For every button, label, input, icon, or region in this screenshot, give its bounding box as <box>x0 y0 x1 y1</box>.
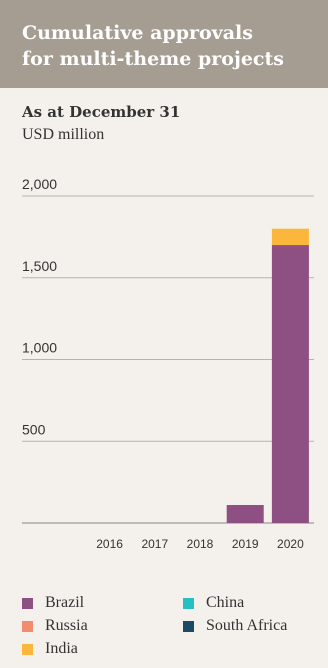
x-tick-label: 2019 <box>232 537 259 551</box>
stacked-bar-chart: 500 1,000 1,500 2,000 2016 2017 2018 2019 2020 <box>0 0 328 580</box>
legend-item-russia: Russia <box>22 617 88 635</box>
legend-label-brazil: Brazil <box>45 594 84 612</box>
x-tick-label: 2016 <box>96 537 123 551</box>
legend-label-south-africa: South Africa <box>206 617 287 635</box>
legend-item-brazil: Brazil <box>22 594 84 612</box>
x-tick-label: 2018 <box>187 537 214 551</box>
legend-label-russia: Russia <box>45 617 88 635</box>
legend-swatch-brazil <box>22 598 33 609</box>
legend-swatch-south-africa <box>183 621 194 632</box>
legend-swatch-russia <box>22 621 33 632</box>
legend-item-south-africa: South Africa <box>183 617 287 635</box>
y-tick-label: 1,000 <box>22 340 57 356</box>
legend-swatch-india <box>22 644 33 655</box>
y-tick-label: 500 <box>22 421 46 437</box>
x-tick-label: 2017 <box>141 537 168 551</box>
bar-2020-india <box>272 229 309 245</box>
legend-item-india: India <box>22 640 78 658</box>
y-tick-label: 1,500 <box>22 258 57 274</box>
legend-item-china: China <box>183 594 244 612</box>
y-tick-label: 2,000 <box>22 176 57 192</box>
bar-2019-brazil <box>227 505 264 523</box>
legend-label-china: China <box>206 594 244 612</box>
legend-label-india: India <box>45 640 78 658</box>
bar-2020-brazil <box>272 245 309 523</box>
x-tick-label: 2020 <box>277 537 304 551</box>
legend-swatch-china <box>183 598 194 609</box>
